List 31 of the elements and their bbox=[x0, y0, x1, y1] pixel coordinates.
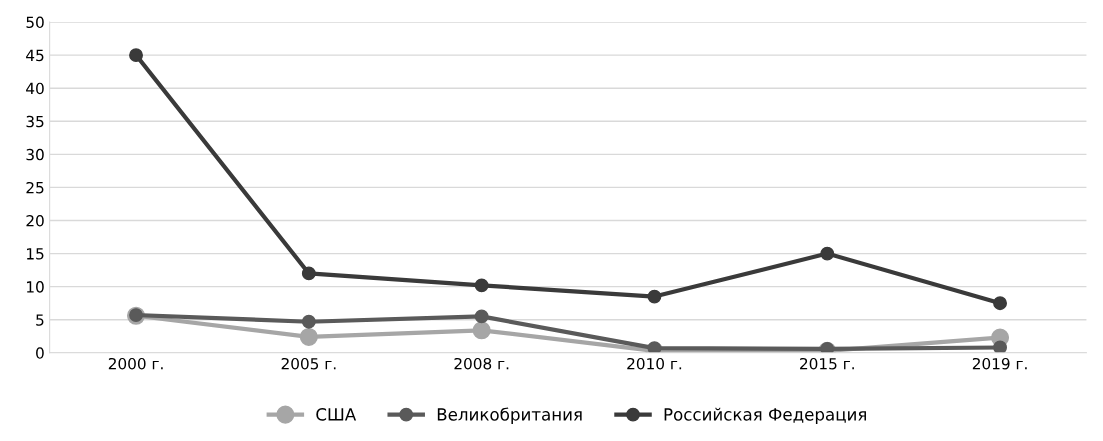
y-tick-label: 30 bbox=[26, 148, 44, 161]
y-tick-label: 50 bbox=[26, 16, 44, 29]
point bbox=[474, 309, 489, 324]
y-tick-label: 10 bbox=[27, 281, 44, 293]
y-tick-label: 25 bbox=[26, 181, 44, 194]
y-tick-label: 45 bbox=[26, 49, 44, 62]
legend-label: США bbox=[316, 408, 357, 421]
point bbox=[301, 266, 316, 281]
y-tick-label: 0 bbox=[36, 347, 44, 359]
x-tick-label: 2008 г. bbox=[454, 357, 509, 370]
x-tick-label: 2010 г. bbox=[627, 357, 682, 370]
y-tick-label: 20 bbox=[26, 214, 44, 227]
point bbox=[301, 314, 316, 329]
point bbox=[472, 321, 491, 340]
legend-label: Российская Федерация bbox=[664, 407, 866, 424]
point bbox=[647, 289, 662, 304]
y-tick-label: 35 bbox=[26, 115, 44, 128]
x-tick-label: 2015 г. bbox=[800, 357, 854, 370]
x-tick-label: 2005 г. bbox=[281, 357, 336, 370]
y-tick-label: 5 bbox=[36, 314, 44, 326]
point bbox=[299, 327, 318, 346]
point bbox=[820, 246, 835, 261]
point bbox=[993, 296, 1007, 311]
y-tick-label: 15 bbox=[27, 248, 44, 260]
x-tick-label: 2000 г. bbox=[108, 357, 163, 370]
x-tick-label: 2019 г. bbox=[972, 357, 1027, 370]
point bbox=[129, 48, 143, 63]
legend-label: Великобритания bbox=[437, 407, 582, 424]
point bbox=[474, 278, 489, 293]
y-tick-label: 40 bbox=[26, 82, 44, 95]
point bbox=[993, 340, 1007, 353]
